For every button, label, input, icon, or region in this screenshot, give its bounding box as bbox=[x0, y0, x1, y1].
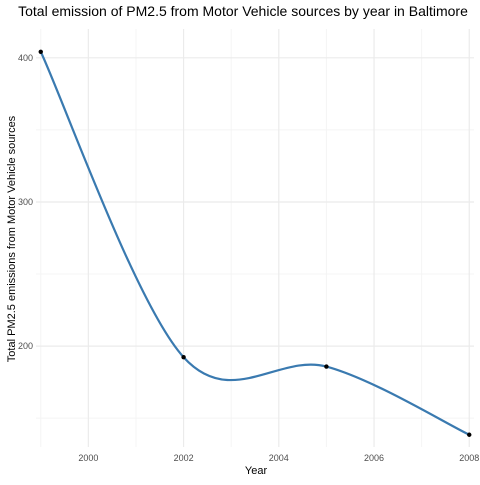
y-tick-labels: 200 300 400 bbox=[18, 53, 33, 351]
series-line bbox=[39, 50, 471, 436]
x-tick-label: 2008 bbox=[459, 453, 479, 463]
data-point bbox=[324, 364, 329, 369]
x-tick-label: 2000 bbox=[78, 453, 98, 463]
chart-title: Total emission of PM2.5 from Motor Vehic… bbox=[18, 3, 468, 19]
y-axis-title: Total PM2.5 emissions from Motor Vehicle… bbox=[6, 115, 18, 362]
x-tick-label: 2006 bbox=[364, 453, 384, 463]
major-grid bbox=[36, 29, 474, 447]
x-axis-title: Year bbox=[245, 465, 268, 477]
x-tick-label: 2002 bbox=[174, 453, 194, 463]
minor-grid bbox=[36, 29, 474, 447]
y-tick-label: 300 bbox=[18, 197, 33, 207]
data-point bbox=[38, 49, 43, 54]
x-tick-labels: 2000 2002 2004 2006 2008 bbox=[78, 453, 479, 463]
data-point bbox=[181, 355, 186, 360]
y-tick-label: 400 bbox=[18, 53, 33, 63]
x-tick-label: 2004 bbox=[269, 453, 289, 463]
y-tick-label: 200 bbox=[18, 341, 33, 351]
data-points bbox=[38, 49, 472, 437]
data-point bbox=[467, 432, 472, 437]
